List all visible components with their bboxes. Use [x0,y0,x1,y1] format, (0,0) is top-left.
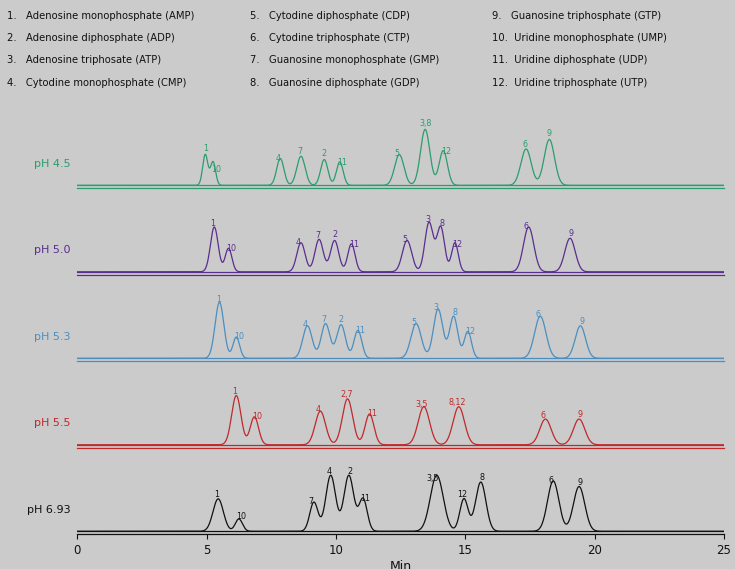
Text: 1.   Adenosine monophosphate (AMP): 1. Adenosine monophosphate (AMP) [7,11,195,22]
Text: 8: 8 [453,308,457,317]
Text: 6: 6 [548,476,553,485]
X-axis label: Min: Min [390,560,412,569]
Text: 4: 4 [275,154,280,163]
Text: pH 5.0: pH 5.0 [35,245,71,255]
Text: pH 6.93: pH 6.93 [27,505,71,515]
Text: 12.  Uridine triphosphate (UTP): 12. Uridine triphosphate (UTP) [492,77,648,88]
Text: 11: 11 [356,326,365,335]
Text: 7: 7 [322,315,327,324]
Text: 11: 11 [361,494,370,504]
Text: 6.   Cytodine triphosphate (CTP): 6. Cytodine triphosphate (CTP) [250,34,409,43]
Text: 9: 9 [578,477,583,486]
Text: 7: 7 [309,497,314,506]
Text: 4: 4 [302,320,307,329]
Text: 4.   Cytodine monophosphate (CMP): 4. Cytodine monophosphate (CMP) [7,77,187,88]
Text: 6: 6 [540,411,545,420]
Text: pH 4.5: pH 4.5 [34,159,71,169]
Text: 5: 5 [411,318,416,327]
Text: 3: 3 [426,215,430,224]
Text: 11: 11 [337,158,348,167]
Text: 3,5: 3,5 [415,401,428,409]
Text: 2.   Adenosine diphosphate (ADP): 2. Adenosine diphosphate (ADP) [7,34,175,43]
Text: 1: 1 [203,144,208,153]
Text: 4: 4 [296,238,301,247]
Text: 10: 10 [234,332,244,341]
Text: 5: 5 [402,235,407,244]
Text: 9: 9 [579,317,584,325]
Text: 2: 2 [322,150,327,158]
Text: 4: 4 [327,467,332,476]
Text: 5: 5 [394,149,399,158]
Text: pH 5.5: pH 5.5 [35,418,71,428]
Text: 1: 1 [232,387,237,396]
Text: 7.   Guanosine monophosphate (GMP): 7. Guanosine monophosphate (GMP) [250,56,439,65]
Text: 1: 1 [215,490,219,498]
Text: 2: 2 [348,467,353,476]
Text: 9: 9 [547,129,552,138]
Text: 10: 10 [237,512,246,521]
Text: 7: 7 [297,147,302,156]
Text: 3,8: 3,8 [419,119,431,128]
Text: 11.  Uridine diphosphate (UDP): 11. Uridine diphosphate (UDP) [492,56,648,65]
Text: 9: 9 [578,410,583,419]
Text: 8.   Guanosine diphosphate (GDP): 8. Guanosine diphosphate (GDP) [250,77,420,88]
Text: 11: 11 [367,409,377,418]
Text: 6: 6 [535,310,540,319]
Text: 3,5: 3,5 [426,475,440,484]
Text: 6: 6 [523,222,528,231]
Text: 10.  Uridine monophosphate (UMP): 10. Uridine monophosphate (UMP) [492,34,667,43]
Text: 7: 7 [315,231,320,240]
Text: 11: 11 [349,240,359,249]
Text: 9.   Guanosine triphosphate (GTP): 9. Guanosine triphosphate (GTP) [492,11,662,22]
Text: 12: 12 [453,240,462,249]
Text: 1: 1 [215,295,220,304]
Text: 2: 2 [339,315,344,324]
Text: 12: 12 [441,147,451,156]
Text: 10: 10 [226,244,236,253]
Text: 6: 6 [523,140,527,149]
Text: 12: 12 [458,490,467,499]
Text: 12: 12 [465,327,476,336]
Text: 2: 2 [332,230,337,240]
Text: 10: 10 [212,165,221,174]
Text: 8: 8 [479,473,484,483]
Text: 3.   Adenosine triphosate (ATP): 3. Adenosine triphosate (ATP) [7,56,162,65]
Text: 2,7: 2,7 [340,390,353,399]
Text: pH 5.3: pH 5.3 [35,332,71,342]
Text: 9: 9 [569,229,574,238]
Text: 3: 3 [434,303,439,311]
Text: 1: 1 [210,219,215,228]
Text: 8: 8 [440,219,445,228]
Text: 5.   Cytodine diphosphate (CDP): 5. Cytodine diphosphate (CDP) [250,11,410,22]
Text: 4: 4 [315,405,320,414]
Text: 10: 10 [252,411,262,420]
Text: 8,12: 8,12 [449,398,466,407]
